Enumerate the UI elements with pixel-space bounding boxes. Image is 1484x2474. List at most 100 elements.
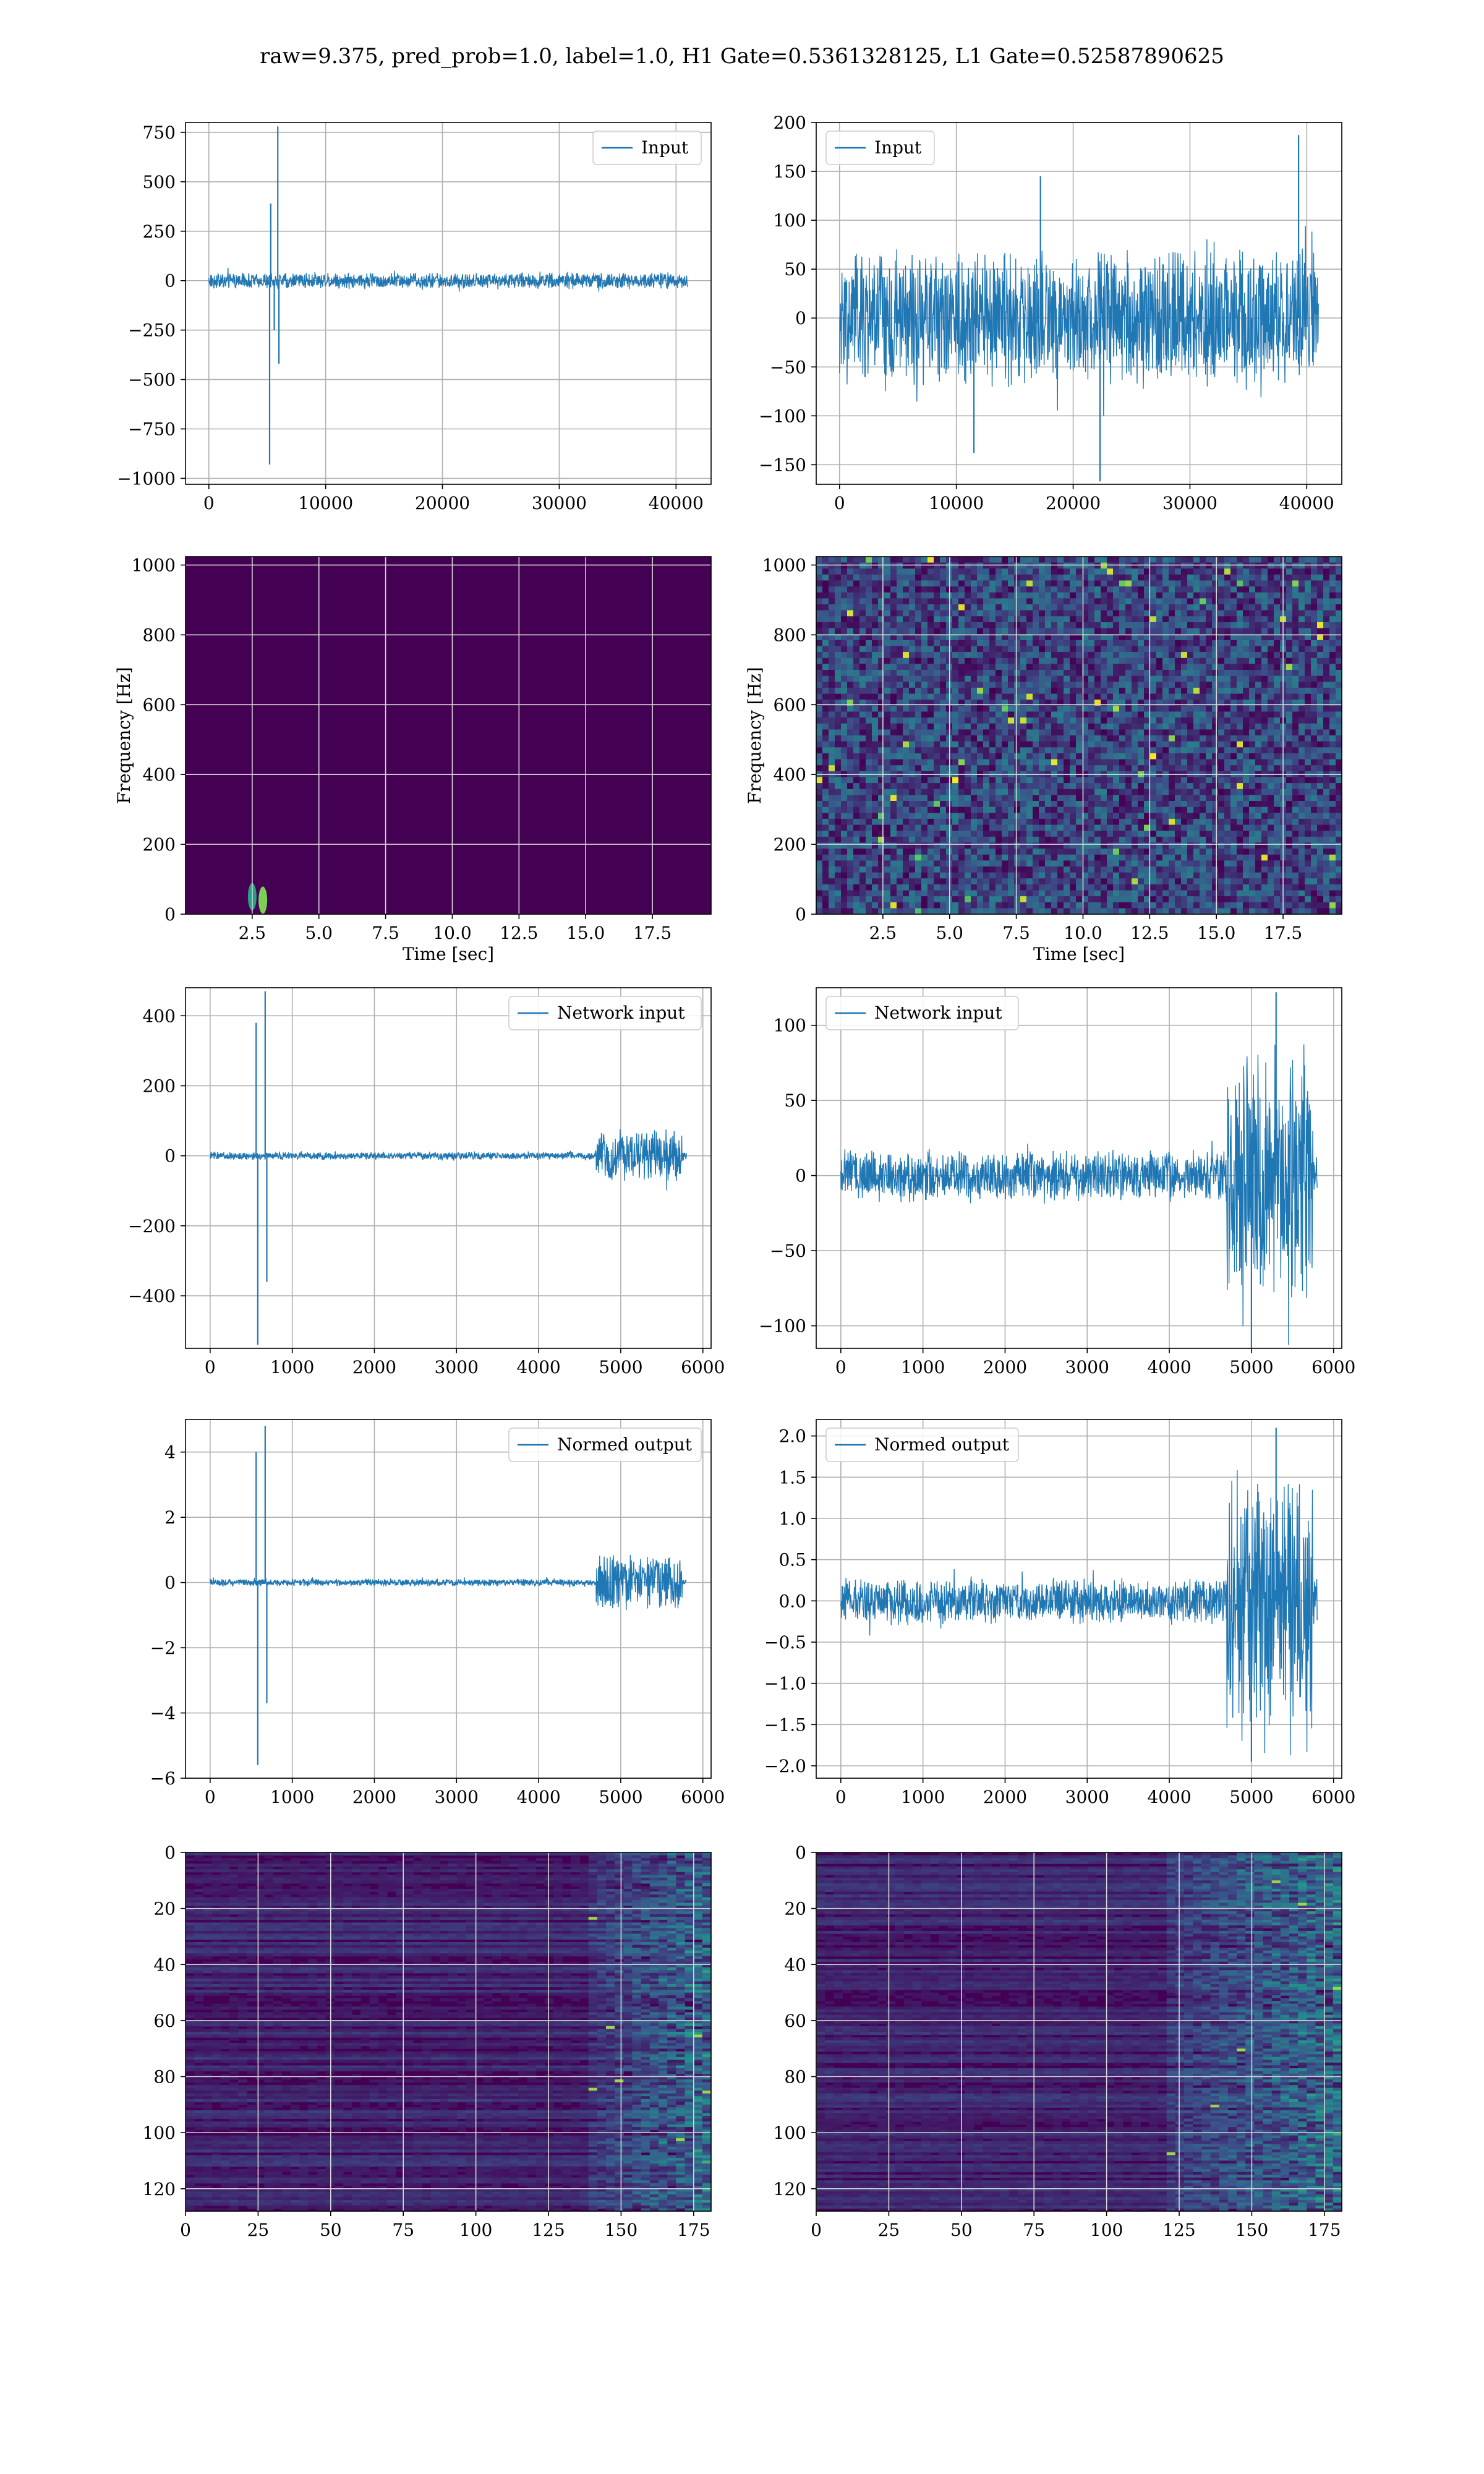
heatmap-cell: [1008, 658, 1015, 664]
heatmap-cell: [1057, 712, 1064, 718]
heatmap-cell: [853, 884, 860, 891]
heatmap-cell: [1286, 873, 1293, 879]
heatmap-cell: [1274, 747, 1281, 753]
heatmap-cell: [822, 652, 829, 658]
heatmap-cell: [989, 837, 996, 843]
heatmap-cell: [1076, 640, 1083, 646]
heatmap-cell: [983, 825, 990, 831]
heatmap-cell: [971, 604, 978, 610]
heatmap-cell: [965, 563, 971, 569]
heatmap-cell: [841, 717, 848, 724]
heatmap-cell: [1125, 747, 1132, 753]
heatmap-cell: [1268, 878, 1274, 884]
heatmap-cell: [921, 729, 928, 735]
heatmap-cell: [915, 777, 922, 783]
heatmap-cell: [1162, 586, 1169, 593]
heatmap-cell: [1206, 807, 1213, 813]
heatmap-cell: [1014, 598, 1021, 604]
heatmap-cell: [1156, 604, 1163, 610]
heatmap-cell: [1033, 694, 1039, 700]
heatmap-cell: [1138, 622, 1145, 628]
heatmap-cell: [1020, 682, 1027, 688]
heatmap-cell: [816, 646, 823, 653]
heatmap-cell: [1206, 813, 1213, 819]
heatmap-cell: [835, 616, 842, 622]
heatmap-cell: [958, 795, 965, 801]
heatmap-cell: [890, 664, 897, 670]
heatmap-cell: [1212, 598, 1219, 604]
heatmap-cell: [1045, 842, 1052, 849]
heatmap-cell: [1162, 753, 1169, 760]
heatmap-cell: [853, 777, 860, 783]
heatmap-cell: [1305, 819, 1311, 825]
heatmap-cell: [872, 640, 879, 646]
heatmap-cell: [897, 860, 903, 867]
heatmap-cell: [897, 760, 903, 766]
heatmap-cell: [1014, 837, 1021, 843]
heatmap-cell: [884, 813, 891, 819]
heatmap-cell: [903, 616, 910, 622]
heatmap-cell: [1125, 706, 1132, 712]
heatmap-cell: [1125, 724, 1132, 730]
heatmap-cell: [1274, 706, 1281, 712]
heatmap-cell: [1026, 801, 1033, 807]
heatmap-cell: [903, 664, 910, 670]
heatmap-cell: [1076, 891, 1083, 897]
heatmap-cell: [1212, 873, 1219, 879]
heatmap-cell: [1064, 682, 1070, 688]
heatmap-cell: [1193, 610, 1200, 617]
heatmap-cell: [822, 682, 829, 688]
heatmap-cell: [1162, 682, 1169, 688]
heatmap-cell: [1119, 908, 1126, 914]
heatmap-cell: [841, 694, 848, 700]
heatmap-cell: [1014, 670, 1021, 676]
heatmap-cell: [1292, 563, 1299, 569]
heatmap-cell: [853, 813, 860, 819]
heatmap-cell: [971, 724, 978, 730]
heatmap-cell: [934, 795, 940, 801]
heatmap-cell: [1200, 575, 1206, 581]
heatmap-cell: [890, 747, 897, 753]
heatmap-cell: [847, 670, 854, 676]
heatmap-cell: [1206, 860, 1213, 867]
heatmap-cell: [1156, 610, 1163, 617]
heatmap-cell: [1088, 640, 1095, 646]
heatmap-cell: [1286, 896, 1293, 902]
heatmap-cell: [884, 628, 891, 635]
heatmap-cell: [1193, 581, 1200, 587]
heatmap-cell: [1094, 682, 1101, 688]
heatmap-cell: [1249, 717, 1256, 724]
heatmap-cell: [1274, 878, 1281, 884]
heatmap-cell: [1218, 760, 1225, 766]
heatmap-cell: [1101, 610, 1107, 617]
heatmap-cell: [903, 813, 910, 819]
heatmap-cell: [859, 783, 866, 789]
heatmap-cell: [958, 783, 965, 789]
heatmap-cell: [1039, 688, 1046, 694]
heatmap-cell: [1212, 842, 1219, 849]
heatmap-cell: [1039, 616, 1046, 622]
heatmap-cell: [989, 586, 996, 593]
heatmap-cell: [1274, 682, 1281, 688]
heatmap-cell: [1094, 813, 1101, 819]
heatmap-cell: [1298, 878, 1305, 884]
heatmap-cell: [1224, 878, 1231, 884]
heatmap-cell: [1020, 557, 1027, 563]
heatmap-cell: [1088, 825, 1095, 831]
heatmap-cell: [1249, 896, 1256, 902]
heatmap-cell: [1218, 783, 1225, 789]
heatmap-cell: [1212, 789, 1219, 795]
heatmap-cell: [1070, 658, 1077, 664]
heatmap-cell: [1064, 729, 1070, 735]
heatmap-cell: [816, 902, 823, 909]
heatmap-cell: [1224, 753, 1231, 760]
heatmap-cell: [1033, 825, 1039, 831]
heatmap-cell: [1101, 855, 1107, 861]
heatmap-cell: [1119, 664, 1126, 670]
heatmap-cell: [872, 783, 879, 789]
heatmap-cell: [1150, 622, 1157, 628]
heatmap-cell: [1020, 664, 1027, 670]
heatmap-cell: [927, 831, 934, 837]
heatmap-cell: [1243, 670, 1250, 676]
heatmap-cell: [1039, 891, 1046, 897]
